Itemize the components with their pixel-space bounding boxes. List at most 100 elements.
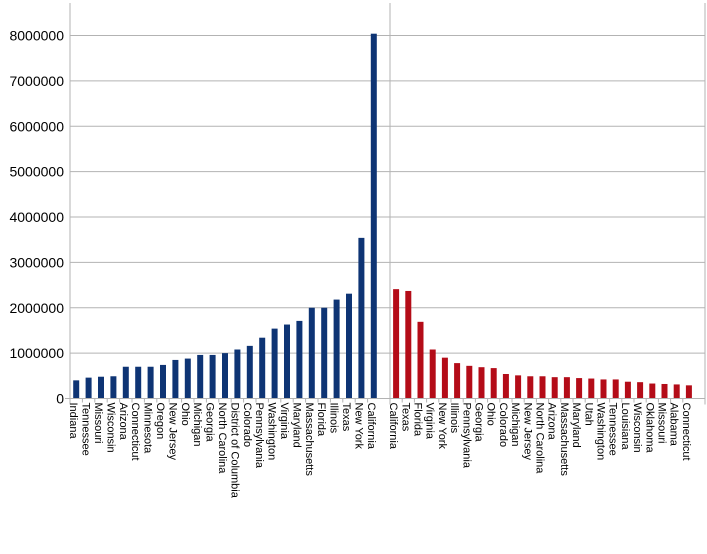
bar <box>466 365 473 399</box>
category-label: Connecticut <box>129 403 141 461</box>
bar <box>222 353 228 399</box>
category-label: Maryland <box>570 403 582 448</box>
bar <box>454 363 461 399</box>
category-label: Illinois <box>328 403 340 434</box>
y-axis-tick-labels: 0 1000000 2000000 3000000 4000000 5000000 6000… <box>9 28 64 407</box>
gridlines <box>70 35 705 354</box>
bar <box>147 366 154 399</box>
bar <box>296 320 303 399</box>
y-tick-label: 6000000 <box>9 118 64 134</box>
category-label: Oklahoma <box>643 403 655 454</box>
y-tick-label: 2000000 <box>9 300 64 316</box>
category-label: Tennessee <box>607 403 619 456</box>
category-label: District of Columbia <box>228 403 240 499</box>
bar <box>271 328 278 399</box>
bar <box>624 381 631 399</box>
bar <box>246 345 253 399</box>
category-label: Ohio <box>179 403 191 426</box>
category-label: Colorado <box>497 403 509 448</box>
category-label: Massachusetts <box>303 403 315 477</box>
bar <box>685 385 692 399</box>
bar <box>502 374 509 399</box>
bar <box>539 376 546 399</box>
category-label: Utah <box>582 403 594 426</box>
bar <box>600 379 607 399</box>
bar <box>259 337 266 399</box>
category-label: Massachusetts <box>558 403 570 477</box>
bar <box>673 384 680 399</box>
bar <box>551 377 558 399</box>
category-label: Connecticut <box>680 403 692 461</box>
bar <box>661 383 668 399</box>
bar <box>85 377 92 399</box>
bars <box>73 33 692 399</box>
category-label: Louisiana <box>619 403 631 451</box>
category-label: Michigan <box>509 403 521 447</box>
category-label: Pennsylvania <box>253 403 265 469</box>
bar <box>234 349 241 399</box>
bar <box>73 380 80 399</box>
bar <box>478 367 485 399</box>
bar <box>321 307 328 399</box>
bar <box>184 358 191 399</box>
category-label: Tennessee <box>80 403 92 456</box>
category-label: Ohio <box>485 403 497 426</box>
bar <box>637 382 644 399</box>
category-label: Washington <box>595 403 607 461</box>
category-label: Maryland <box>290 403 302 448</box>
y-tick-label: 4000000 <box>9 209 64 225</box>
bar <box>333 299 340 399</box>
bar <box>135 366 142 399</box>
category-label: Oregon <box>154 403 166 440</box>
category-label: New York <box>352 403 364 450</box>
bar <box>576 378 583 399</box>
y-tick-label: 8000000 <box>9 28 64 44</box>
category-label: North Carolina <box>216 403 228 475</box>
category-label: Virginia <box>278 403 290 440</box>
bar <box>308 307 315 399</box>
category-label: California <box>365 403 377 450</box>
category-label: Virginia <box>424 403 436 440</box>
bar <box>417 321 424 399</box>
category-label: Wisconsin <box>631 403 643 453</box>
bar <box>122 366 129 399</box>
bar <box>441 357 448 399</box>
category-label: Georgia <box>473 403 485 443</box>
bar <box>515 375 522 399</box>
bar <box>649 383 656 399</box>
bar <box>429 349 436 399</box>
bar <box>527 376 534 399</box>
category-label: Colorado <box>241 403 253 448</box>
bar <box>98 376 104 399</box>
bar <box>393 289 400 399</box>
bar <box>284 324 290 399</box>
category-label: North Carolina <box>534 403 546 475</box>
bar <box>160 364 166 399</box>
category-label: Michigan <box>191 403 203 447</box>
category-label: Missouri <box>656 403 668 444</box>
bar <box>588 378 595 399</box>
bar <box>197 354 204 399</box>
category-label: Florida <box>315 403 327 438</box>
category-label: New Jersey <box>166 403 178 461</box>
y-tick-label: 1000000 <box>9 345 64 361</box>
y-tick-label: 7000000 <box>9 73 64 89</box>
category-label: Texas <box>340 403 352 432</box>
y-tick-label: 3000000 <box>9 254 64 270</box>
axes <box>65 3 706 405</box>
category-label: New York <box>436 403 448 450</box>
category-label: Texas <box>399 403 411 432</box>
category-label: Arizona <box>117 403 129 441</box>
category-label: Indiana <box>67 403 79 440</box>
category-label: Wisconsin <box>104 403 116 453</box>
bar <box>490 368 497 399</box>
category-label: Minnesota <box>142 403 154 455</box>
bar <box>563 377 570 399</box>
bar <box>346 293 352 399</box>
category-labels: Indiana Tennessee Missouri Wisconsin Arizona… <box>67 403 692 499</box>
bar <box>370 33 377 399</box>
category-label: Missouri <box>92 403 104 444</box>
bar <box>209 354 216 399</box>
category-label: Pennsylvania <box>460 403 472 469</box>
